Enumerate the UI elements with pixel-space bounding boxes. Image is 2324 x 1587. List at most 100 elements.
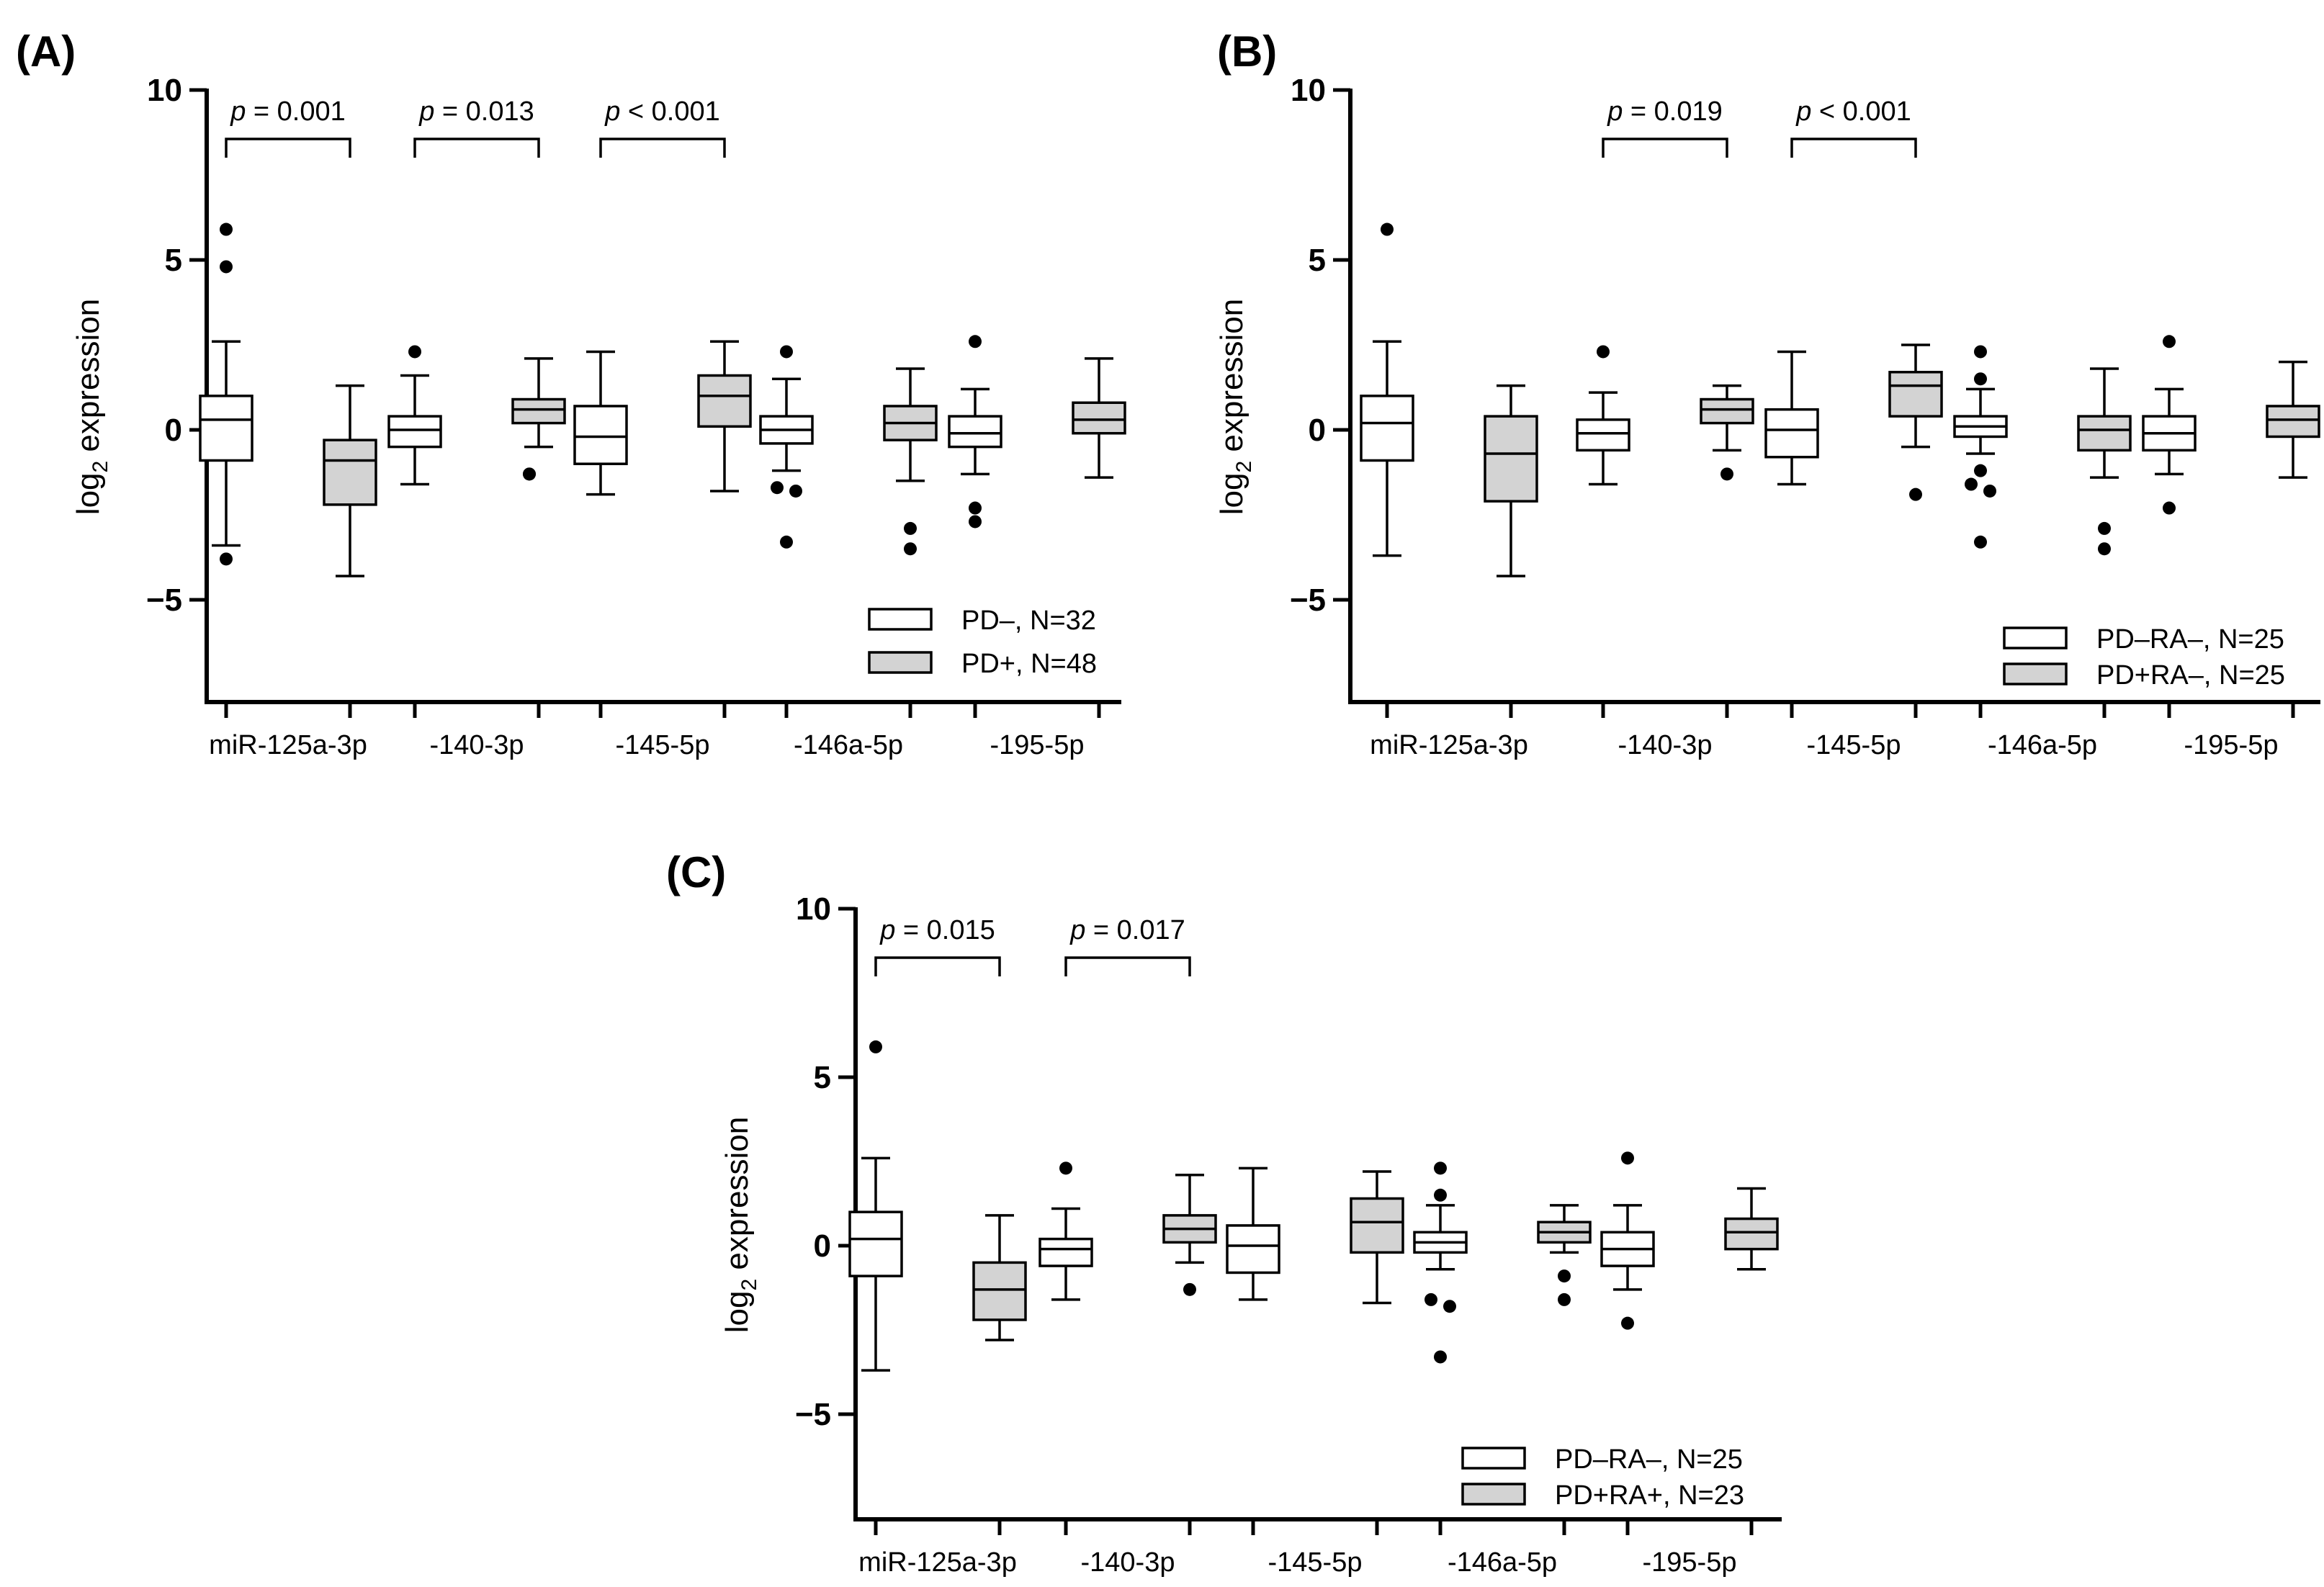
y-axis-title-subscript: 2 [737, 1279, 761, 1291]
y-axis-title-rest: expression [719, 1117, 755, 1279]
outlier-point [969, 335, 982, 349]
outlier-point [1183, 1282, 1196, 1296]
panel-label: (C) [666, 848, 726, 896]
box-iqr [1576, 418, 1630, 452]
box-white [1576, 345, 1630, 486]
box-white [1953, 345, 2008, 549]
significance-bracket [1790, 138, 1917, 158]
outlier-point [904, 542, 917, 556]
p-value: = 0.001 [246, 96, 345, 127]
y-axis-title-subscript: 2 [1232, 461, 1256, 473]
significance-bracket [874, 956, 1001, 976]
outlier-point [1621, 1151, 1634, 1165]
p-italic: p [1607, 96, 1623, 127]
box-gray [1700, 384, 1754, 481]
outlier-point [1974, 372, 1987, 386]
y-tick-label: 10 [1291, 73, 1326, 108]
outlier-point [969, 501, 982, 515]
legend-label: PD+RA+, N=23 [1555, 1480, 1744, 1511]
box-gray [1350, 1170, 1404, 1305]
outlier-point [1381, 222, 1394, 236]
box-gray [1484, 384, 1538, 577]
box-iqr [1350, 1197, 1404, 1254]
y-tick-label: −5 [146, 583, 182, 618]
box-white [848, 1040, 903, 1372]
outlier-point [1434, 1188, 1447, 1202]
outlier-point [1434, 1350, 1447, 1364]
x-category-label: -195-5p [990, 730, 1085, 760]
box-iqr [1226, 1224, 1280, 1274]
p-italic: p [879, 915, 895, 945]
x-category-label: -140-3p [1618, 730, 1713, 760]
outlier-point [1434, 1161, 1447, 1175]
p-italic: p [418, 96, 434, 127]
box-iqr [948, 415, 1002, 449]
x-category-label: -140-3p [430, 730, 524, 760]
legend-swatch [1461, 1483, 1526, 1506]
p-value-label: p = 0.001 [230, 96, 346, 127]
x-category-label: miR-125a-3p [1370, 730, 1528, 760]
box-gray [1537, 1204, 1592, 1306]
x-category-label: -145-5p [616, 730, 710, 760]
p-italic: p [604, 96, 620, 127]
y-axis-title-main: log [719, 1290, 755, 1333]
outlier-point [969, 515, 982, 529]
significance-bracket [599, 138, 726, 158]
box-iqr [323, 439, 377, 506]
p-value-label: p = 0.019 [1607, 96, 1723, 127]
legend-label: PD–RA–, N=25 [2096, 624, 2284, 655]
legend-swatch [868, 651, 933, 674]
p-value-label: p < 0.001 [1795, 96, 1911, 127]
y-tick-label: 5 [165, 243, 182, 278]
box-white [1038, 1161, 1093, 1301]
box-iqr [972, 1261, 1027, 1321]
significance-bracket [413, 138, 540, 158]
outlier-point [220, 552, 233, 566]
x-category-label: -195-5p [2184, 730, 2279, 760]
outlier-point [1059, 1161, 1072, 1175]
outlier-point [1965, 477, 1978, 491]
box-iqr [1484, 415, 1538, 503]
box-white [1600, 1151, 1655, 1330]
y-axis-title-subscript: 2 [89, 461, 112, 473]
box-gray [697, 340, 752, 493]
outlier-point [408, 345, 421, 359]
box-white [2142, 335, 2197, 515]
p-italic: p [1795, 96, 1811, 127]
y-axis-title-main: log [1214, 472, 1250, 515]
box-iqr [511, 397, 566, 425]
x-category-label: miR-125a-3p [858, 1547, 1017, 1578]
panel-b: (B) 10 5 0 −5 log2 expression miR-125a-3p -140-… [1214, 27, 2320, 760]
legend-swatch [2003, 662, 2068, 685]
legend-swatch [1461, 1447, 1526, 1470]
outlier-point [1558, 1269, 1571, 1283]
outlier-point [789, 484, 802, 498]
p-value: < 0.001 [1811, 96, 1911, 127]
panel-label: (A) [16, 27, 76, 76]
box-white [759, 345, 814, 549]
legend-label: PD–RA–, N=25 [1555, 1444, 1743, 1475]
box-iqr [1764, 408, 1819, 459]
outlier-point [1597, 345, 1610, 359]
outlier-point [220, 222, 233, 236]
legend-label: PD+RA–, N=25 [2096, 660, 2285, 691]
legend-label: PD+, N=48 [961, 649, 1097, 679]
y-tick-label: 5 [814, 1060, 831, 1095]
outlier-point [771, 481, 784, 495]
legend-swatch [868, 608, 933, 631]
box-iqr [848, 1210, 903, 1277]
p-value: = 0.015 [895, 915, 995, 945]
box-iqr [1724, 1217, 1779, 1251]
y-axis-title-main: log [71, 472, 106, 515]
box-iqr [1700, 397, 1754, 425]
box-gray [1072, 357, 1126, 479]
y-axis-title: log2 expression [1214, 299, 1256, 515]
outlier-point [904, 521, 917, 535]
box-white [1226, 1166, 1280, 1301]
y-tick-label: 10 [147, 73, 182, 108]
p-value-label: p = 0.017 [1069, 915, 1185, 945]
p-italic: p [230, 96, 246, 127]
y-tick-label: 0 [814, 1228, 831, 1264]
box-white [1360, 222, 1414, 557]
significance-bracket [1602, 138, 1728, 158]
